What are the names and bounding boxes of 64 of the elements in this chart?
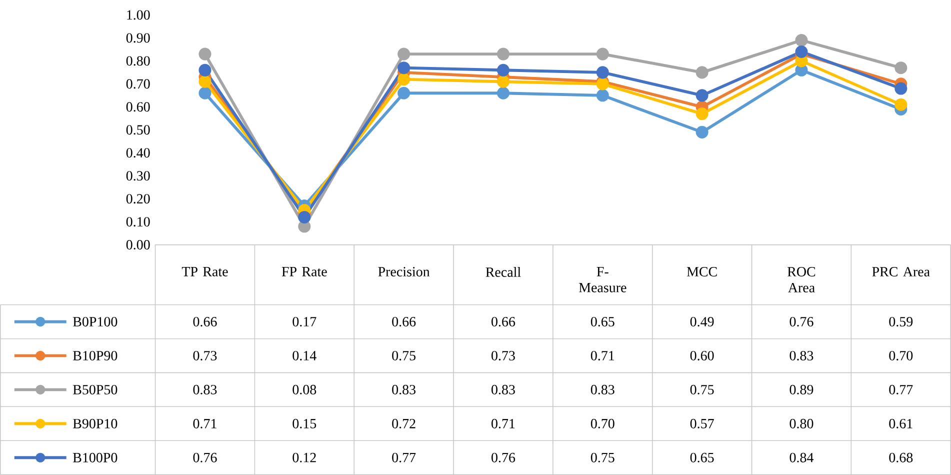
x-tick-label: F-Measure (578, 267, 626, 292)
data-label: 0.77 (392, 452, 416, 462)
data-label: 0.73 (492, 350, 515, 360)
data-label: 0.12 (292, 452, 316, 462)
data-label: 0.73 (193, 350, 217, 360)
legend-label: B50P50 (73, 384, 118, 394)
data-label: 0.66 (392, 316, 416, 326)
data-label: 0.49 (690, 316, 714, 326)
data-label: 0.89 (790, 384, 814, 394)
x-tick-label: TP Rate (182, 267, 228, 276)
data-label: 0.76 (193, 452, 217, 462)
legend-label: B0P100 (73, 317, 118, 326)
data-label: 0.65 (690, 452, 714, 462)
data-label: 0.08 (292, 384, 316, 394)
data-label: 0.80 (790, 418, 814, 428)
y-tick-label: 0.40 (126, 148, 150, 158)
data-label: 0.70 (889, 350, 913, 360)
data-label: 0.15 (292, 418, 316, 428)
data-label: 0.71 (492, 418, 515, 428)
x-tick-label: PRC Area (872, 267, 930, 276)
data-label: 0.83 (492, 384, 515, 394)
y-tick-label: 0.70 (126, 79, 150, 89)
data-label: 0.83 (590, 384, 614, 394)
x-tick-label: MCC (686, 267, 717, 276)
y-tick-label: 0.90 (126, 33, 150, 43)
data-label: 0.76 (790, 316, 814, 326)
y-tick-label: 0.10 (126, 217, 150, 227)
data-label: 0.75 (690, 384, 714, 394)
data-label: 0.71 (590, 350, 614, 360)
x-tick-label: ROC Area (788, 267, 816, 292)
y-tick-label: 0.00 (126, 240, 150, 250)
y-tick-label: 0.60 (126, 102, 150, 112)
x-tick-label: Recall (486, 267, 521, 277)
data-label: 0.84 (790, 452, 814, 462)
data-label: 0.65 (590, 316, 614, 326)
data-label: 0.83 (392, 384, 416, 394)
y-tick-label: 0.80 (126, 56, 150, 66)
data-label: 0.72 (392, 418, 416, 428)
y-tick-label: 1.00 (127, 10, 150, 20)
data-label: 0.66 (193, 316, 217, 326)
x-tick-label: Precision (378, 267, 430, 276)
data-label: 0.68 (889, 452, 913, 462)
data-label: 0.60 (690, 350, 714, 360)
data-label: 0.14 (292, 350, 316, 360)
legend-label: B90P10 (73, 418, 118, 428)
data-label: 0.76 (492, 452, 516, 462)
y-tick-label: 0.50 (126, 125, 150, 135)
data-label: 0.75 (590, 452, 614, 462)
data-label: 0.61 (889, 418, 912, 428)
data-label: 0.77 (889, 384, 913, 394)
y-tick-label: 0.20 (126, 194, 150, 204)
legend-label: B100P0 (73, 452, 118, 462)
y-tick-label: 0.30 (126, 171, 150, 181)
data-label: 0.83 (790, 350, 814, 360)
data-label: 0.83 (193, 384, 217, 394)
x-tick-label: FP Rate (282, 267, 327, 276)
data-label: 0.70 (590, 418, 614, 428)
data-label: 0.75 (392, 350, 416, 360)
data-label: 0.66 (492, 316, 516, 326)
data-label: 0.17 (292, 316, 316, 326)
data-label: 0.57 (690, 418, 714, 428)
data-label: 0.71 (193, 418, 216, 428)
data-label: 0.59 (889, 316, 913, 326)
legend-label: B10P90 (73, 350, 118, 360)
